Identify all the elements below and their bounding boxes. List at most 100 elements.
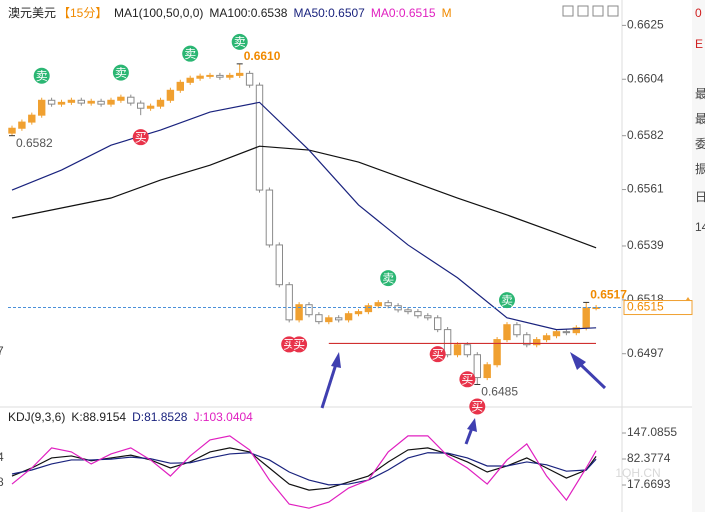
- y-tick-label: 82.3774: [627, 451, 671, 465]
- candle-body: [424, 315, 432, 319]
- candle-body: [18, 121, 26, 129]
- signal-marker: [231, 33, 248, 50]
- candle-body: [127, 96, 135, 104]
- legend-entry: MA1(100,50,0,0): [114, 6, 203, 20]
- candle-body: [384, 302, 392, 307]
- y-tick-label: 0.6625: [627, 18, 664, 32]
- period: 【15分】: [58, 6, 107, 20]
- current-price-box: [623, 300, 693, 316]
- signal-label: 买: [135, 130, 147, 144]
- legend-entry: KDJ(9,3,6): [8, 410, 65, 424]
- left-edge-text: 7: [0, 344, 4, 358]
- toolbar-icons: [562, 5, 619, 17]
- candle-body: [166, 89, 175, 101]
- side-panel: [692, 0, 705, 512]
- candle-body: [146, 105, 155, 109]
- candle-body: [542, 335, 551, 341]
- signal-marker: [380, 270, 397, 287]
- current-price-label: 0.6515: [627, 300, 664, 314]
- candle-body: [344, 313, 353, 321]
- candle-body: [443, 329, 452, 356]
- signal-marker: [291, 336, 308, 353]
- candle-body: [463, 344, 472, 356]
- signal-marker: [182, 45, 199, 62]
- y-tick-label: 147.0855: [627, 425, 677, 439]
- candle-body: [513, 324, 521, 336]
- series-line: [11, 435, 597, 509]
- candle-body: [434, 317, 442, 331]
- candle-body: [364, 305, 373, 313]
- annotation-label: 0.6485: [481, 385, 518, 399]
- candle-body: [77, 99, 85, 104]
- chart-title: 澳元美元: [8, 6, 56, 20]
- candle-body: [117, 96, 125, 101]
- candle-body: [572, 327, 580, 334]
- signal-label: 买: [432, 347, 444, 361]
- candle-body: [186, 77, 194, 83]
- candle-body: [196, 75, 204, 79]
- candle-body: [57, 101, 66, 105]
- y-tick-label: 0.6539: [627, 238, 664, 252]
- series-line: [11, 452, 597, 486]
- left-edge-text: 8: [0, 475, 4, 489]
- signal-marker: [33, 67, 50, 84]
- y-tick-label: 0.6582: [627, 128, 664, 142]
- candle-body: [47, 99, 56, 105]
- candle-body: [325, 317, 333, 323]
- candle-body: [67, 99, 76, 103]
- signal-label: 卖: [234, 35, 246, 49]
- candle-body: [562, 331, 571, 334]
- signal-label: 买: [461, 372, 473, 386]
- candle-body: [453, 344, 462, 356]
- side-panel-text: 0: [695, 6, 702, 20]
- side-panel-text: 振: [695, 162, 705, 176]
- candle-body: [226, 74, 234, 78]
- hand-arrows: [320, 352, 607, 445]
- candle-body: [315, 314, 323, 323]
- candle-body: [483, 364, 491, 379]
- y-tick-label: 0.6497: [627, 346, 664, 360]
- signal-marker: [499, 292, 515, 309]
- candle-body: [156, 99, 165, 107]
- y-tick-label: 17.6693: [627, 477, 671, 491]
- candle-body: [176, 81, 185, 91]
- candle-body: [523, 334, 531, 346]
- candle-body: [404, 309, 412, 313]
- candle-body: [216, 74, 224, 78]
- legend-entry: D:81.8528: [132, 410, 188, 424]
- candle-body: [305, 304, 313, 316]
- side-panel-text: E: [695, 37, 703, 51]
- side-panel-text: 最: [695, 87, 705, 101]
- candle-body: [255, 84, 264, 191]
- candle-body: [354, 311, 363, 315]
- legend-entry: MA0:0.6515: [371, 6, 436, 20]
- candle-body: [97, 100, 105, 105]
- signal-marker: [112, 64, 129, 81]
- left-edge-text: 4: [0, 450, 4, 464]
- candle-body: [335, 317, 343, 321]
- signal-label: 卖: [115, 66, 127, 80]
- side-panel-text: 最: [695, 112, 705, 126]
- candle-body: [28, 114, 36, 123]
- legend-entry: K:88.9154: [71, 410, 126, 424]
- legend-entry: M: [442, 6, 452, 20]
- signal-marker: [469, 398, 486, 415]
- candle-body: [552, 331, 561, 337]
- series-line: [11, 101, 597, 331]
- candle-body: [533, 339, 541, 346]
- y-tick-label: 0.6561: [627, 182, 664, 196]
- candle-body: [473, 354, 482, 379]
- candle-body: [493, 339, 501, 366]
- candle-body: [245, 72, 254, 86]
- annotation-label: 0.6517: [590, 288, 627, 302]
- side-panel-text: 委: [695, 137, 705, 151]
- signal-marker: [429, 346, 446, 363]
- candle-body: [8, 127, 16, 134]
- candle-body: [137, 102, 145, 109]
- side-panel-text: 14: [695, 220, 705, 234]
- candle-body: [414, 311, 422, 317]
- watermark: 1QH.CN: [615, 466, 660, 480]
- candle-body: [38, 99, 46, 116]
